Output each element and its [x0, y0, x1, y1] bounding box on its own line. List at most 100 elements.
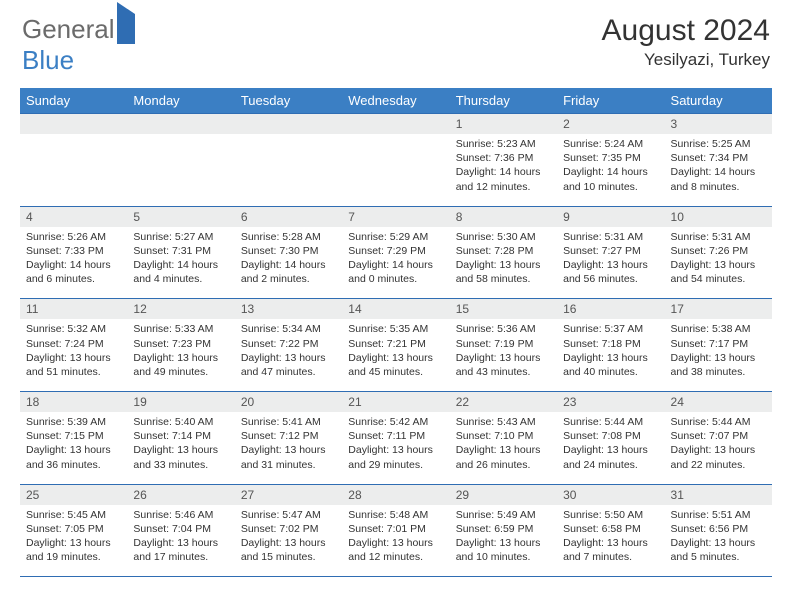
calendar-day-cell: 2Sunrise: 5:24 AMSunset: 7:35 PMDaylight… [557, 114, 664, 207]
day-number: 2 [557, 114, 664, 134]
calendar-day-cell: 7Sunrise: 5:29 AMSunset: 7:29 PMDaylight… [342, 206, 449, 299]
day-detail-text: Sunrise: 5:23 AMSunset: 7:36 PMDaylight:… [450, 134, 557, 206]
day-number: 23 [557, 392, 664, 412]
calendar-day-cell: 27Sunrise: 5:47 AMSunset: 7:02 PMDayligh… [235, 484, 342, 577]
weekday-header-cell: Tuesday [235, 88, 342, 114]
calendar-day-cell: 29Sunrise: 5:49 AMSunset: 6:59 PMDayligh… [450, 484, 557, 577]
day-number: 1 [450, 114, 557, 134]
calendar-day-cell: 18Sunrise: 5:39 AMSunset: 7:15 PMDayligh… [20, 392, 127, 485]
calendar-day-cell: 30Sunrise: 5:50 AMSunset: 6:58 PMDayligh… [557, 484, 664, 577]
day-detail-text: Sunrise: 5:42 AMSunset: 7:11 PMDaylight:… [342, 412, 449, 484]
day-number: 7 [342, 207, 449, 227]
calendar-day-cell [235, 114, 342, 207]
weekday-header-cell: Wednesday [342, 88, 449, 114]
day-number: 13 [235, 299, 342, 319]
day-number: 4 [20, 207, 127, 227]
calendar-day-cell: 25Sunrise: 5:45 AMSunset: 7:05 PMDayligh… [20, 484, 127, 577]
day-detail-text: Sunrise: 5:33 AMSunset: 7:23 PMDaylight:… [127, 319, 234, 391]
day-number: 30 [557, 485, 664, 505]
logo-triangle-icon [117, 2, 135, 44]
calendar-day-cell: 6Sunrise: 5:28 AMSunset: 7:30 PMDaylight… [235, 206, 342, 299]
calendar-day-cell: 14Sunrise: 5:35 AMSunset: 7:21 PMDayligh… [342, 299, 449, 392]
calendar-day-cell: 16Sunrise: 5:37 AMSunset: 7:18 PMDayligh… [557, 299, 664, 392]
calendar-day-cell: 20Sunrise: 5:41 AMSunset: 7:12 PMDayligh… [235, 392, 342, 485]
day-detail-text: Sunrise: 5:47 AMSunset: 7:02 PMDaylight:… [235, 505, 342, 577]
calendar-day-cell: 12Sunrise: 5:33 AMSunset: 7:23 PMDayligh… [127, 299, 234, 392]
day-detail-text: Sunrise: 5:44 AMSunset: 7:08 PMDaylight:… [557, 412, 664, 484]
day-detail-text: Sunrise: 5:28 AMSunset: 7:30 PMDaylight:… [235, 227, 342, 299]
day-detail-text: Sunrise: 5:36 AMSunset: 7:19 PMDaylight:… [450, 319, 557, 391]
day-number: 8 [450, 207, 557, 227]
day-detail-text: Sunrise: 5:51 AMSunset: 6:56 PMDaylight:… [665, 505, 772, 577]
day-number: 31 [665, 485, 772, 505]
calendar-day-cell: 10Sunrise: 5:31 AMSunset: 7:26 PMDayligh… [665, 206, 772, 299]
day-detail-text [342, 134, 449, 198]
weekday-header-cell: Saturday [665, 88, 772, 114]
day-detail-text: Sunrise: 5:50 AMSunset: 6:58 PMDaylight:… [557, 505, 664, 577]
day-detail-text: Sunrise: 5:38 AMSunset: 7:17 PMDaylight:… [665, 319, 772, 391]
day-detail-text: Sunrise: 5:24 AMSunset: 7:35 PMDaylight:… [557, 134, 664, 206]
calendar-day-cell: 9Sunrise: 5:31 AMSunset: 7:27 PMDaylight… [557, 206, 664, 299]
calendar-week-row: 1Sunrise: 5:23 AMSunset: 7:36 PMDaylight… [20, 114, 772, 207]
day-number [127, 114, 234, 134]
day-detail-text [235, 134, 342, 198]
calendar-day-cell: 15Sunrise: 5:36 AMSunset: 7:19 PMDayligh… [450, 299, 557, 392]
calendar-week-row: 18Sunrise: 5:39 AMSunset: 7:15 PMDayligh… [20, 392, 772, 485]
day-number: 28 [342, 485, 449, 505]
weekday-header-cell: Friday [557, 88, 664, 114]
calendar-day-cell: 31Sunrise: 5:51 AMSunset: 6:56 PMDayligh… [665, 484, 772, 577]
brand-logo: General Blue [22, 14, 135, 76]
day-detail-text: Sunrise: 5:25 AMSunset: 7:34 PMDaylight:… [665, 134, 772, 206]
day-number: 22 [450, 392, 557, 412]
title-block: August 2024 Yesilyazi, Turkey [602, 14, 770, 70]
calendar-week-row: 11Sunrise: 5:32 AMSunset: 7:24 PMDayligh… [20, 299, 772, 392]
day-detail-text: Sunrise: 5:48 AMSunset: 7:01 PMDaylight:… [342, 505, 449, 577]
calendar-day-cell: 24Sunrise: 5:44 AMSunset: 7:07 PMDayligh… [665, 392, 772, 485]
day-detail-text: Sunrise: 5:45 AMSunset: 7:05 PMDaylight:… [20, 505, 127, 577]
page-header: General Blue August 2024 Yesilyazi, Turk… [0, 0, 792, 82]
day-detail-text: Sunrise: 5:27 AMSunset: 7:31 PMDaylight:… [127, 227, 234, 299]
day-number: 17 [665, 299, 772, 319]
day-number: 6 [235, 207, 342, 227]
day-detail-text: Sunrise: 5:43 AMSunset: 7:10 PMDaylight:… [450, 412, 557, 484]
calendar-day-cell: 1Sunrise: 5:23 AMSunset: 7:36 PMDaylight… [450, 114, 557, 207]
month-title: August 2024 [602, 14, 770, 48]
day-number: 16 [557, 299, 664, 319]
day-number: 15 [450, 299, 557, 319]
day-detail-text [20, 134, 127, 198]
day-number [20, 114, 127, 134]
day-number: 29 [450, 485, 557, 505]
calendar-day-cell: 4Sunrise: 5:26 AMSunset: 7:33 PMDaylight… [20, 206, 127, 299]
calendar-day-cell: 8Sunrise: 5:30 AMSunset: 7:28 PMDaylight… [450, 206, 557, 299]
day-detail-text: Sunrise: 5:49 AMSunset: 6:59 PMDaylight:… [450, 505, 557, 577]
day-detail-text: Sunrise: 5:31 AMSunset: 7:26 PMDaylight:… [665, 227, 772, 299]
day-detail-text: Sunrise: 5:29 AMSunset: 7:29 PMDaylight:… [342, 227, 449, 299]
day-number [235, 114, 342, 134]
calendar-day-cell [342, 114, 449, 207]
day-detail-text [127, 134, 234, 198]
day-detail-text: Sunrise: 5:46 AMSunset: 7:04 PMDaylight:… [127, 505, 234, 577]
day-detail-text: Sunrise: 5:32 AMSunset: 7:24 PMDaylight:… [20, 319, 127, 391]
day-number: 18 [20, 392, 127, 412]
day-detail-text: Sunrise: 5:30 AMSunset: 7:28 PMDaylight:… [450, 227, 557, 299]
calendar-table: SundayMondayTuesdayWednesdayThursdayFrid… [20, 88, 772, 577]
day-detail-text: Sunrise: 5:37 AMSunset: 7:18 PMDaylight:… [557, 319, 664, 391]
calendar-day-cell [20, 114, 127, 207]
day-number: 20 [235, 392, 342, 412]
day-number: 25 [20, 485, 127, 505]
day-number: 19 [127, 392, 234, 412]
day-number: 9 [557, 207, 664, 227]
day-detail-text: Sunrise: 5:34 AMSunset: 7:22 PMDaylight:… [235, 319, 342, 391]
day-number [342, 114, 449, 134]
day-number: 24 [665, 392, 772, 412]
day-detail-text: Sunrise: 5:44 AMSunset: 7:07 PMDaylight:… [665, 412, 772, 484]
day-number: 14 [342, 299, 449, 319]
day-detail-text: Sunrise: 5:35 AMSunset: 7:21 PMDaylight:… [342, 319, 449, 391]
day-number: 26 [127, 485, 234, 505]
logo-word-2: Blue [22, 45, 74, 75]
calendar-day-cell: 26Sunrise: 5:46 AMSunset: 7:04 PMDayligh… [127, 484, 234, 577]
day-detail-text: Sunrise: 5:39 AMSunset: 7:15 PMDaylight:… [20, 412, 127, 484]
logo-text: General Blue [22, 14, 135, 76]
calendar-day-cell: 22Sunrise: 5:43 AMSunset: 7:10 PMDayligh… [450, 392, 557, 485]
weekday-header-cell: Thursday [450, 88, 557, 114]
